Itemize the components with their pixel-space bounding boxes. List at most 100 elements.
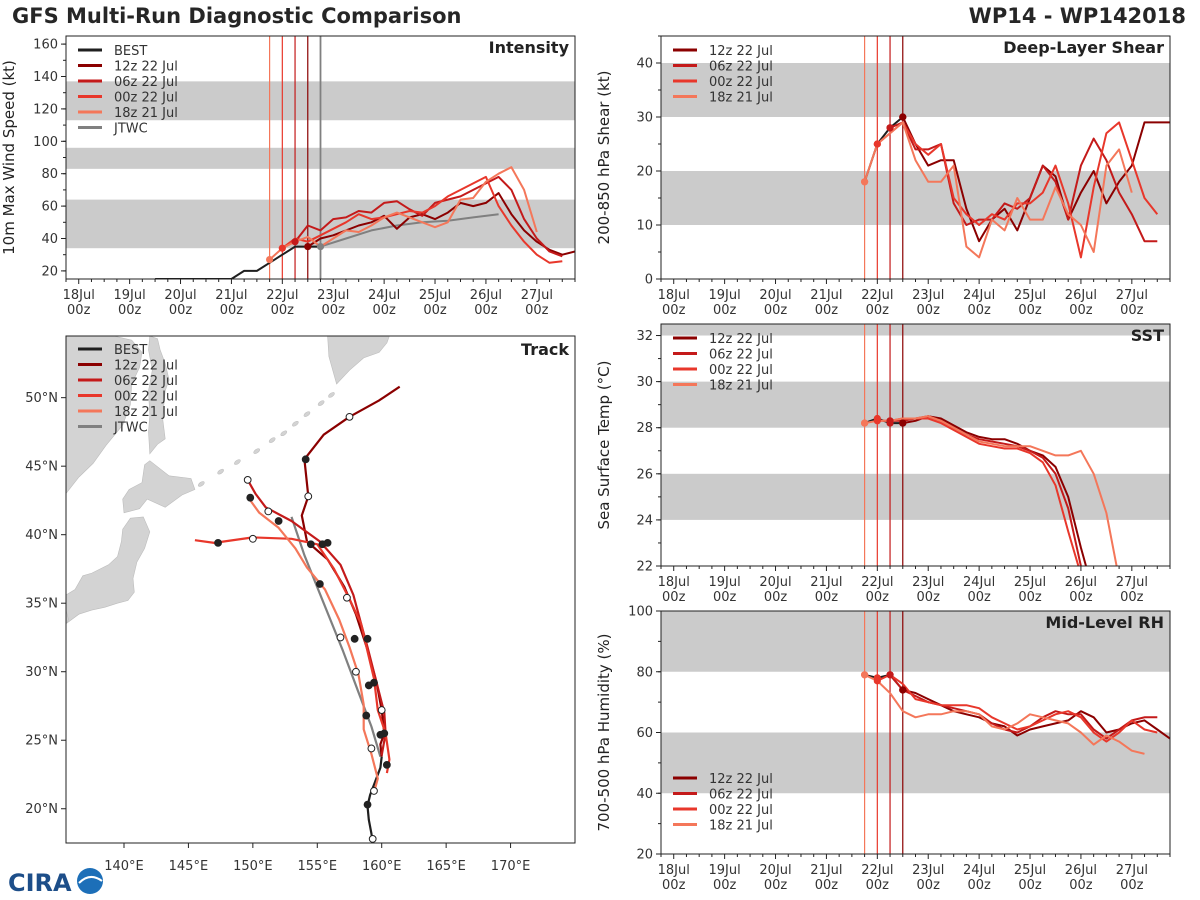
sst-xtick-label: 00z [917, 590, 941, 605]
track-xtick-label: 165°E [426, 859, 466, 874]
kuril-island [328, 392, 335, 398]
intensity-xtick-label: 00z [423, 303, 447, 318]
track-legend-label: BEST [114, 343, 147, 358]
intensity-xtick-label: 27Jul [521, 288, 553, 303]
rh-point [873, 677, 881, 685]
intensity-plot-area [66, 36, 575, 279]
shear-xtick-label: 23Jul [912, 288, 944, 303]
sst-xtick-label: 00z [1018, 590, 1042, 605]
kuril-island [268, 437, 276, 443]
kii-land [66, 610, 69, 625]
mainland-land [66, 336, 143, 495]
track-point [264, 507, 273, 516]
sst-ytick-label: 28 [636, 421, 653, 436]
intensity-xtick-label: 00z [67, 303, 91, 318]
shear-legend-label: 00z 22 Jul [709, 75, 773, 90]
track-frame [65, 335, 576, 844]
sst-legend-label: 06z 22 Jul [709, 348, 773, 363]
intensity-ytick-label: 140 [33, 70, 58, 85]
shear-xtick-label: 25Jul [1014, 288, 1046, 303]
intensity-series-line [307, 192, 575, 256]
track-series-line [300, 385, 401, 757]
kuril-island [198, 481, 205, 487]
shear-series-line [863, 121, 1133, 259]
rh-xtick-label: 00z [1120, 878, 1144, 893]
track-point [370, 787, 378, 795]
sst-title: SST [1131, 326, 1164, 345]
sst-xtick-label: 00z [866, 590, 890, 605]
rh-xtick-label: 26Jul [1065, 863, 1097, 878]
cira-logo: CIRA [8, 868, 103, 896]
rh-plot-area [661, 611, 1170, 854]
sst-series-line [902, 415, 1087, 566]
rh-point [886, 671, 894, 679]
shear-xtick-label: 00z [662, 303, 686, 318]
sst-ylabel: Sea Surface Temp (°C) [595, 360, 613, 529]
rh-xtick-label: 00z [866, 878, 890, 893]
track-legend-label: 06z 22 Jul [114, 374, 178, 389]
shear-xtick-label: 00z [917, 303, 941, 318]
sst-xtick-label: 00z [815, 590, 839, 605]
rh-xtick-label: 23Jul [912, 863, 944, 878]
rh-ytick-label: 80 [636, 665, 653, 680]
intensity-xtick-label: 21Jul [215, 288, 247, 303]
intensity-series-line [268, 166, 538, 261]
sst-band [661, 324, 1170, 336]
shear-xtick-label: 18Jul [658, 288, 690, 303]
honshu-land [66, 516, 151, 625]
rh-xtick-label: 21Jul [810, 863, 842, 878]
intensity-series-line [155, 245, 321, 279]
rh-xtick-label: 00z [815, 878, 839, 893]
intensity-ytick-label: 120 [33, 102, 58, 117]
track-point [246, 493, 255, 502]
intensity-ytick-label: 20 [41, 264, 58, 279]
track-series-line [290, 516, 382, 758]
shear-point [899, 113, 907, 121]
sst-xtick-label: 00z [662, 590, 686, 605]
kuril-island [280, 430, 288, 437]
track-point [318, 540, 327, 549]
sst-xtick-label: 27Jul [1116, 575, 1148, 590]
rh-legend-label: 12z 22 Jul [709, 772, 773, 787]
shear-xtick-label: 21Jul [810, 288, 842, 303]
kuril-island [292, 420, 299, 427]
rh-xtick-label: 00z [917, 878, 941, 893]
rh-xtick-label: 24Jul [963, 863, 995, 878]
shear-ylabel: 200-850 hPa Shear (kt) [595, 71, 613, 245]
kamchatka-land [327, 336, 390, 385]
intensity-legend-label: 18z 21 Jul [114, 106, 178, 121]
shear-xtick-label: 00z [1120, 303, 1144, 318]
rh-xtick-label: 00z [764, 878, 788, 893]
intensity-series-line [320, 213, 499, 248]
track-series-line [366, 756, 383, 843]
intensity-xtick-label: 00z [169, 303, 193, 318]
shear-xtick-label: 24Jul [963, 288, 995, 303]
shear-xtick-label: 27Jul [1116, 288, 1148, 303]
track-ytick-label: 45°N [25, 460, 58, 475]
sst-ytick-label: 32 [636, 329, 653, 344]
sakhalin-land [148, 336, 170, 455]
sst-point [886, 417, 894, 425]
intensity-xtick-label: 00z [372, 303, 396, 318]
shear-xtick-label: 22Jul [861, 288, 893, 303]
cira-swoosh-icon [78, 876, 103, 884]
intensity-ytick-label: 40 [41, 232, 58, 247]
sst-ytick-label: 22 [636, 560, 653, 575]
shear-xtick-label: 00z [713, 303, 737, 318]
intensity-point [316, 243, 325, 251]
rh-xtick-label: 22Jul [861, 863, 893, 878]
shear-ytick-label: 10 [636, 219, 653, 234]
intensity-point [304, 243, 312, 251]
rh-xtick-label: 00z [1018, 878, 1042, 893]
rh-ytick-label: 60 [636, 726, 653, 741]
rh-ytick-label: 20 [636, 848, 653, 863]
track-ytick-label: 40°N [25, 528, 58, 543]
intensity-xtick-label: 23Jul [317, 288, 349, 303]
intensity-title: Intensity [489, 38, 570, 57]
intensity-xtick-label: 00z [474, 303, 498, 318]
track-ytick-label: 30°N [25, 665, 58, 680]
sst-plot-area [661, 324, 1170, 566]
shear-legend-label: 18z 21 Jul [709, 91, 773, 106]
